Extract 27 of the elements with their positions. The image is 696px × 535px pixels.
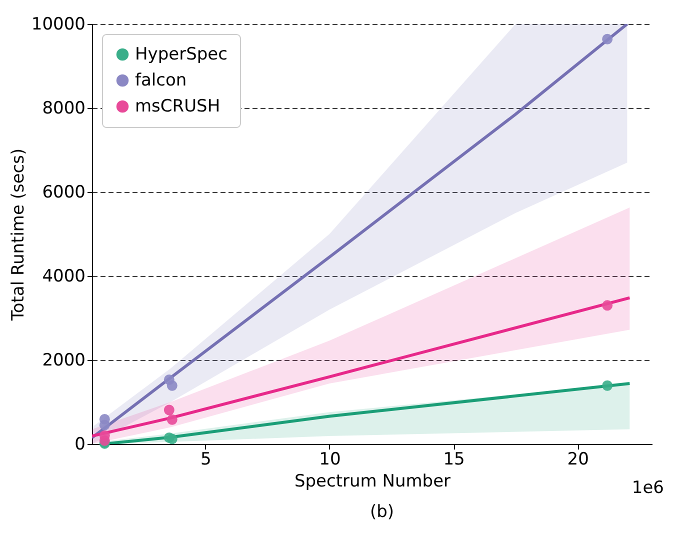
y-tick-label: 2000 bbox=[42, 350, 86, 370]
y-tick-label: 8000 bbox=[42, 98, 86, 118]
y-tick-label: 0 bbox=[74, 434, 86, 454]
legend-label: falcon bbox=[135, 70, 187, 90]
x-tick-label: 15 bbox=[443, 450, 465, 470]
x-tick-label: 10 bbox=[319, 450, 341, 470]
point bbox=[166, 380, 178, 391]
y-tick-label: 6000 bbox=[42, 182, 86, 202]
point bbox=[602, 300, 613, 311]
point bbox=[166, 434, 178, 444]
point bbox=[602, 34, 613, 44]
point bbox=[164, 404, 174, 416]
legend-label: msCRUSH bbox=[135, 96, 220, 116]
y-axis-title: Total Runtime (secs) bbox=[8, 148, 28, 322]
text: 1e6 bbox=[632, 478, 664, 498]
legend-label: HyperSpec bbox=[135, 44, 228, 64]
x-axis-title: Spectrum Number bbox=[294, 472, 451, 492]
y-tick-label: 4000 bbox=[42, 266, 86, 286]
x-tick-label: 5 bbox=[200, 450, 212, 470]
point bbox=[99, 435, 110, 446]
line-series bbox=[92, 296, 632, 438]
y-tick-label: 10000 bbox=[31, 14, 86, 34]
text: (b) bbox=[370, 502, 394, 522]
point bbox=[99, 420, 110, 430]
x-tick-label: 20 bbox=[567, 450, 589, 470]
point bbox=[602, 380, 613, 391]
point bbox=[166, 414, 178, 425]
